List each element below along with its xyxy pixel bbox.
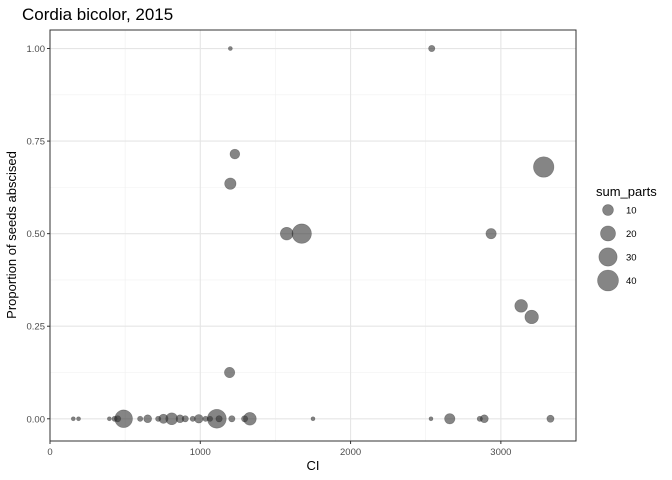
data-point xyxy=(546,414,555,423)
data-point xyxy=(76,416,81,422)
data-point xyxy=(224,367,236,378)
y-axis-title: Proportion of seeds abscised xyxy=(4,151,19,319)
data-point xyxy=(224,177,237,190)
x-tick-label: 3000 xyxy=(490,447,511,458)
data-point xyxy=(137,415,144,422)
data-point xyxy=(444,413,456,425)
data-points xyxy=(70,45,555,429)
y-tick-label: 1.00 xyxy=(27,44,46,55)
data-point xyxy=(524,309,539,325)
data-point xyxy=(228,415,236,423)
y-tick-label: 0.50 xyxy=(27,229,46,240)
data-point xyxy=(428,416,434,422)
data-point xyxy=(114,409,133,428)
data-point xyxy=(280,226,294,241)
legend-key xyxy=(598,247,618,267)
y-tick-label: 0.00 xyxy=(27,414,46,425)
data-point xyxy=(228,46,233,51)
legend-label: 20 xyxy=(626,229,637,240)
x-axis: 0 1000 2000 3000 xyxy=(47,441,511,458)
x-axis-title: CI xyxy=(307,458,320,473)
legend-key xyxy=(600,225,616,242)
y-tick-label: 0.25 xyxy=(27,322,46,333)
data-point xyxy=(310,416,316,422)
y-axis: 0.00 0.25 0.50 0.75 1.00 xyxy=(27,44,50,425)
grid-minor xyxy=(50,30,576,441)
data-point xyxy=(533,156,555,178)
data-point xyxy=(143,414,152,424)
data-point xyxy=(428,45,436,52)
data-point xyxy=(181,415,189,423)
legend-key xyxy=(602,204,614,216)
legend-label: 40 xyxy=(626,276,637,287)
data-point xyxy=(485,228,497,240)
x-tick-label: 2000 xyxy=(340,447,361,458)
plot-border xyxy=(49,29,577,442)
data-point xyxy=(243,412,257,426)
x-tick-label: 1000 xyxy=(190,447,211,458)
x-tick-label: 0 xyxy=(47,447,52,458)
data-point xyxy=(107,416,112,422)
data-point xyxy=(70,416,76,422)
data-point xyxy=(229,148,241,160)
data-point xyxy=(514,299,528,313)
data-point xyxy=(480,414,489,424)
data-point xyxy=(194,414,204,424)
legend: sum_parts 10 20 30 40 xyxy=(596,184,657,292)
plot-panel xyxy=(50,30,576,441)
data-point xyxy=(215,415,223,423)
chart-title: Cordia bicolor, 2015 xyxy=(22,5,173,24)
legend-key xyxy=(597,269,619,292)
legend-label: 10 xyxy=(626,206,637,217)
y-tick-label: 0.75 xyxy=(27,137,46,148)
legend-label: 30 xyxy=(626,253,637,264)
data-point xyxy=(291,223,312,244)
legend-title: sum_parts xyxy=(596,184,657,199)
